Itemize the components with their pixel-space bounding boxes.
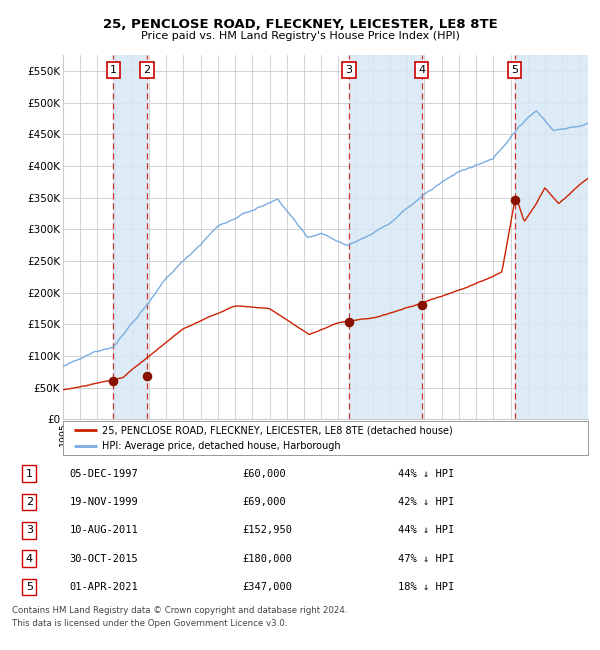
Point bbox=[142, 370, 152, 381]
Text: 42% ↓ HPI: 42% ↓ HPI bbox=[398, 497, 454, 507]
Text: 47% ↓ HPI: 47% ↓ HPI bbox=[398, 554, 454, 564]
Text: 01-APR-2021: 01-APR-2021 bbox=[70, 582, 139, 592]
Text: 1: 1 bbox=[110, 65, 117, 75]
Text: £69,000: £69,000 bbox=[242, 497, 286, 507]
Text: Contains HM Land Registry data © Crown copyright and database right 2024.: Contains HM Land Registry data © Crown c… bbox=[12, 606, 347, 615]
Point bbox=[109, 376, 118, 387]
Point bbox=[344, 317, 354, 328]
Text: 30-OCT-2015: 30-OCT-2015 bbox=[70, 554, 139, 564]
Text: 3: 3 bbox=[346, 65, 352, 75]
Text: 2: 2 bbox=[143, 65, 151, 75]
Text: 19-NOV-1999: 19-NOV-1999 bbox=[70, 497, 139, 507]
Text: 2: 2 bbox=[26, 497, 33, 507]
Text: HPI: Average price, detached house, Harborough: HPI: Average price, detached house, Harb… bbox=[103, 441, 341, 451]
Bar bbox=[113, 55, 147, 419]
Text: 3: 3 bbox=[26, 525, 33, 536]
Text: This data is licensed under the Open Government Licence v3.0.: This data is licensed under the Open Gov… bbox=[12, 619, 287, 628]
Text: £347,000: £347,000 bbox=[242, 582, 292, 592]
Text: 44% ↓ HPI: 44% ↓ HPI bbox=[398, 469, 454, 478]
Bar bbox=[515, 55, 588, 419]
Bar bbox=[349, 55, 422, 419]
Text: 1: 1 bbox=[26, 469, 33, 478]
Text: Price paid vs. HM Land Registry's House Price Index (HPI): Price paid vs. HM Land Registry's House … bbox=[140, 31, 460, 41]
Point bbox=[417, 300, 427, 311]
Text: 10-AUG-2011: 10-AUG-2011 bbox=[70, 525, 139, 536]
Text: 44% ↓ HPI: 44% ↓ HPI bbox=[398, 525, 454, 536]
Text: 5: 5 bbox=[26, 582, 33, 592]
Text: 4: 4 bbox=[418, 65, 425, 75]
Text: 05-DEC-1997: 05-DEC-1997 bbox=[70, 469, 139, 478]
Text: 4: 4 bbox=[26, 554, 33, 564]
Point bbox=[510, 194, 520, 205]
Text: 5: 5 bbox=[511, 65, 518, 75]
Text: £152,950: £152,950 bbox=[242, 525, 292, 536]
Text: 25, PENCLOSE ROAD, FLECKNEY, LEICESTER, LE8 8TE: 25, PENCLOSE ROAD, FLECKNEY, LEICESTER, … bbox=[103, 18, 497, 31]
Text: 18% ↓ HPI: 18% ↓ HPI bbox=[398, 582, 454, 592]
Text: 25, PENCLOSE ROAD, FLECKNEY, LEICESTER, LE8 8TE (detached house): 25, PENCLOSE ROAD, FLECKNEY, LEICESTER, … bbox=[103, 425, 453, 436]
Text: £180,000: £180,000 bbox=[242, 554, 292, 564]
Text: £60,000: £60,000 bbox=[242, 469, 286, 478]
